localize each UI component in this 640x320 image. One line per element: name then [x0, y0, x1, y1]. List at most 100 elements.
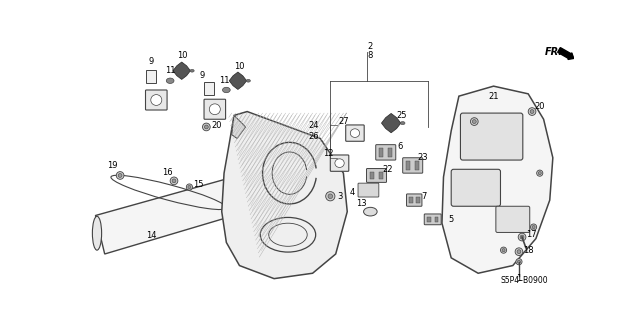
FancyBboxPatch shape	[496, 206, 530, 232]
Text: 8: 8	[367, 51, 373, 60]
Circle shape	[204, 125, 208, 129]
Circle shape	[500, 247, 507, 253]
Text: 4: 4	[349, 188, 355, 197]
Circle shape	[188, 186, 191, 188]
Ellipse shape	[350, 129, 360, 137]
Text: S5P4–B0900: S5P4–B0900	[500, 276, 548, 285]
Circle shape	[531, 224, 537, 230]
Circle shape	[528, 108, 536, 116]
Bar	[204, 82, 214, 95]
Ellipse shape	[151, 95, 162, 105]
Circle shape	[202, 123, 210, 131]
Ellipse shape	[335, 159, 344, 167]
Text: 18: 18	[523, 246, 534, 255]
Text: FR.: FR.	[545, 47, 563, 57]
Text: 22: 22	[382, 165, 392, 174]
Text: 17: 17	[526, 230, 536, 239]
Polygon shape	[221, 112, 348, 279]
Text: 9: 9	[148, 57, 154, 66]
Circle shape	[532, 226, 535, 228]
FancyBboxPatch shape	[358, 183, 379, 197]
Text: 12: 12	[323, 149, 333, 158]
Circle shape	[470, 118, 478, 125]
Text: 2: 2	[368, 42, 373, 51]
Text: 24: 24	[308, 121, 319, 130]
Circle shape	[186, 184, 193, 190]
Text: 26: 26	[308, 132, 319, 141]
FancyBboxPatch shape	[403, 158, 422, 173]
FancyBboxPatch shape	[451, 169, 500, 206]
Polygon shape	[381, 114, 401, 133]
Circle shape	[170, 177, 178, 185]
Text: 10: 10	[234, 62, 244, 71]
FancyBboxPatch shape	[376, 145, 396, 160]
Text: 20: 20	[211, 121, 221, 130]
Text: 25: 25	[397, 111, 407, 120]
Text: 16: 16	[163, 168, 173, 177]
FancyBboxPatch shape	[145, 90, 167, 110]
Bar	[388, 148, 392, 156]
Text: 3: 3	[337, 192, 342, 201]
Bar	[380, 148, 383, 156]
Polygon shape	[229, 72, 246, 89]
Ellipse shape	[92, 216, 102, 250]
Bar	[409, 197, 413, 203]
Text: 11: 11	[165, 66, 175, 75]
Bar	[370, 172, 374, 179]
Text: 10: 10	[177, 51, 188, 60]
Ellipse shape	[223, 87, 230, 93]
Circle shape	[517, 250, 521, 254]
Polygon shape	[173, 62, 190, 79]
Circle shape	[116, 172, 124, 179]
Text: 9: 9	[200, 71, 205, 80]
Ellipse shape	[246, 79, 250, 82]
Text: 5: 5	[449, 215, 454, 224]
Circle shape	[517, 260, 520, 263]
Bar	[146, 70, 156, 84]
Circle shape	[516, 259, 522, 265]
FancyBboxPatch shape	[406, 194, 422, 206]
Bar	[415, 161, 419, 170]
Circle shape	[472, 120, 476, 124]
Circle shape	[118, 173, 122, 177]
Circle shape	[530, 110, 534, 114]
Text: 7: 7	[422, 192, 427, 201]
Text: 27: 27	[338, 117, 349, 126]
Bar	[435, 217, 438, 222]
Bar	[427, 217, 431, 222]
Bar	[406, 161, 410, 170]
Text: 23: 23	[417, 153, 428, 162]
Circle shape	[172, 179, 176, 183]
Text: 11: 11	[220, 76, 230, 85]
FancyArrow shape	[557, 48, 574, 60]
Circle shape	[502, 249, 505, 252]
Text: 13: 13	[356, 199, 367, 208]
Text: 15: 15	[193, 180, 204, 189]
Text: 14: 14	[146, 231, 156, 240]
FancyBboxPatch shape	[346, 125, 364, 141]
Text: 6: 6	[397, 142, 403, 151]
Bar	[416, 197, 420, 203]
Bar	[380, 172, 383, 179]
Circle shape	[326, 192, 335, 201]
FancyBboxPatch shape	[204, 99, 225, 119]
Polygon shape	[95, 173, 247, 254]
FancyBboxPatch shape	[460, 113, 523, 160]
FancyBboxPatch shape	[330, 155, 349, 171]
Text: 21: 21	[488, 92, 499, 101]
Ellipse shape	[209, 104, 220, 115]
Text: 1: 1	[516, 274, 522, 283]
Circle shape	[518, 233, 526, 241]
Text: 20: 20	[534, 102, 545, 111]
Polygon shape	[442, 86, 553, 273]
Ellipse shape	[190, 69, 194, 72]
Text: 19: 19	[107, 161, 118, 170]
Circle shape	[515, 248, 523, 256]
Circle shape	[520, 235, 524, 239]
Ellipse shape	[364, 207, 377, 216]
Polygon shape	[232, 116, 246, 139]
FancyBboxPatch shape	[424, 214, 441, 225]
FancyBboxPatch shape	[367, 169, 387, 182]
Circle shape	[537, 170, 543, 176]
Circle shape	[538, 172, 541, 175]
